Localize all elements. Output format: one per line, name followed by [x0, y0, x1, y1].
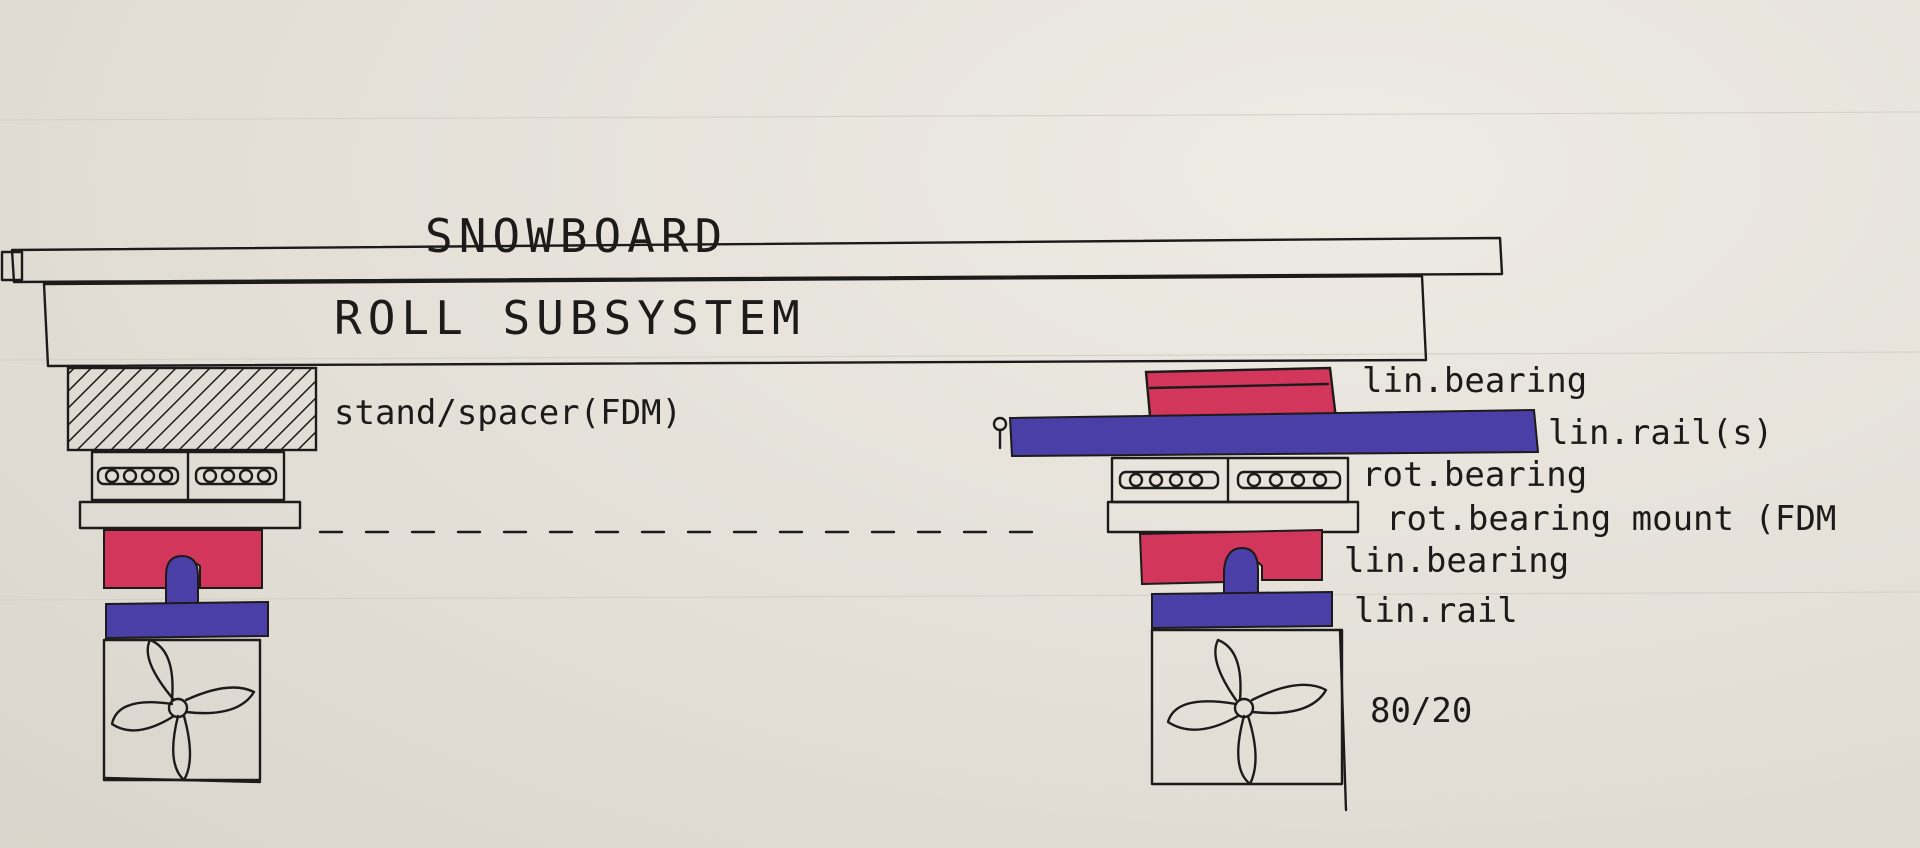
stand-spacer	[66, 366, 318, 452]
left-rot-bearing-mount	[78, 500, 302, 530]
left-lin-rail	[105, 600, 269, 640]
left-stack	[66, 366, 318, 784]
right-stack	[992, 366, 1540, 812]
label-upper-lin-bearing: lin.bearing	[1362, 361, 1587, 401]
label-rot-bearing: rot.bearing	[1362, 455, 1587, 495]
label-lower-lin-rail: lin.rail	[1354, 591, 1518, 631]
right-upper-lin-rail	[1008, 408, 1540, 458]
right-lower-lin-rail	[1151, 590, 1333, 630]
roll-subsystem-label: ROLL SUBSYSTEM	[334, 291, 806, 345]
right-rot-bearing	[1110, 456, 1350, 504]
roll-subsystem: ROLL SUBSYSTEM	[42, 274, 1428, 368]
labels: stand/spacer(FDM) lin.bearing lin.rail(s…	[334, 361, 1836, 731]
paper-lines	[0, 111, 1920, 601]
label-lower-lin-bearing: lin.bearing	[1344, 541, 1569, 581]
left-extrusion	[102, 638, 262, 782]
right-rot-bearing-mount	[1106, 500, 1360, 534]
snowboard: SNOWBOARD	[0, 209, 1504, 284]
label-stand-spacer: stand/spacer(FDM)	[334, 393, 682, 433]
snowboard-label: SNOWBOARD	[425, 209, 728, 263]
label-upper-lin-rail: lin.rail(s)	[1548, 413, 1773, 453]
label-extrusion: 80/20	[1370, 691, 1472, 731]
label-rot-bearing-mount: rot.bearing mount (FDM	[1386, 499, 1836, 539]
